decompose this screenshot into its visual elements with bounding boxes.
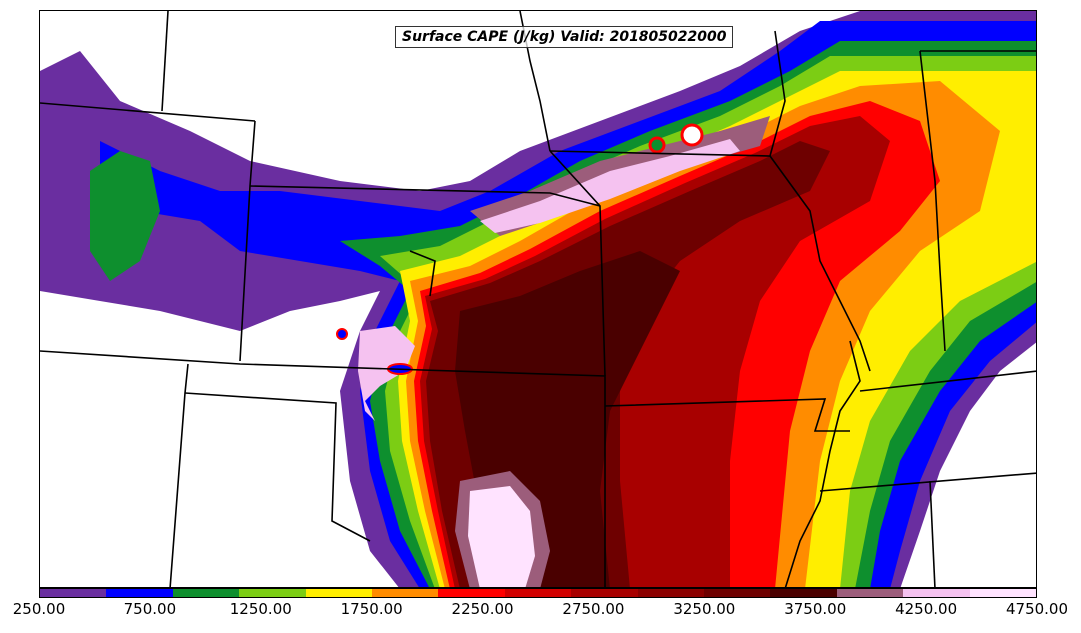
cape-band-green-west: [90, 151, 160, 281]
colorbar-swatch: [571, 589, 638, 597]
colorbar-swatch: [903, 589, 970, 597]
colorbar-swatch: [239, 589, 306, 597]
cape-field: [40, 11, 1036, 587]
colorbar-tick-label: 4750.00: [1005, 600, 1069, 618]
colorbar-tick-label: 3750.00: [784, 600, 847, 618]
colorbar-tick-label: 250.00: [12, 600, 66, 618]
colorbar-swatch: [372, 589, 439, 597]
colorbar-tick-labels: 250.00 750.00 1250.00 1750.00 2250.00 2750.00…: [0, 600, 1081, 624]
colorbar: [39, 588, 1037, 598]
colorbar-swatch: [504, 589, 572, 597]
colorbar-swatch: [438, 589, 505, 597]
storm-cell: [648, 136, 666, 154]
colorbar-tick-label: 2250.00: [451, 600, 514, 618]
storm-cell: [680, 123, 704, 147]
map-title: Surface CAPE (J/kg) Valid: 201805022000: [395, 26, 734, 48]
colorbar-swatch: [969, 589, 1037, 597]
cape-map: Surface CAPE (J/kg) Valid: 201805022000: [39, 10, 1037, 588]
colorbar-tick-label: 4250.00: [895, 600, 958, 618]
colorbar-tick-label: 1750.00: [340, 600, 403, 618]
colorbar-swatch: [305, 589, 373, 597]
state-boundaries: [40, 11, 1036, 587]
colorbar-swatch: [637, 589, 705, 597]
colorbar-swatch: [770, 589, 837, 597]
cape-band-pink-south: [468, 486, 535, 587]
colorbar-tick-label: 3250.00: [673, 600, 736, 618]
colorbar-swatch: [106, 589, 173, 597]
cape-band-pink: [480, 139, 740, 233]
colorbar-swatch: [172, 589, 240, 597]
colorbar-tick-label: 2750.00: [562, 600, 625, 618]
cape-band-pink-west: [358, 326, 415, 421]
storm-cell: [336, 328, 348, 340]
colorbar-tick-label: 1250.00: [229, 600, 292, 618]
colorbar-swatch: [40, 589, 107, 597]
colorbar-swatch: [704, 589, 771, 597]
colorbar-tick-label: 750.00: [123, 600, 177, 618]
colorbar-swatch: [836, 589, 904, 597]
